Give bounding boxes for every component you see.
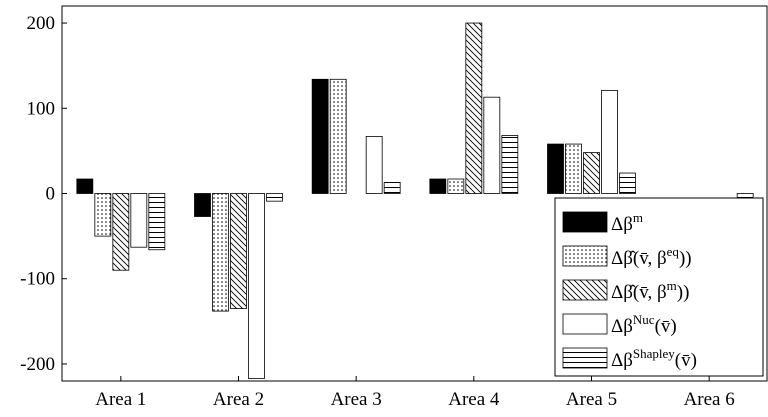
- bar-hlines-3: [383, 182, 401, 194]
- x-tick-label: Area 6: [684, 389, 735, 410]
- legend-label-hlines: ΔβShapley(v̄): [611, 346, 697, 371]
- legend-label-solid: Δβm: [611, 210, 643, 235]
- axes: Area 1 Area 2 Area 3 Area 4 Area 5 Area 6 -200…: [20, 13, 735, 410]
- legend-label-sup: m: [633, 210, 643, 225]
- bar-solid-1: [76, 178, 94, 194]
- legend-swatch-hlines: [562, 347, 608, 369]
- legend-label-main: Δβ̂(v̄, β: [611, 248, 667, 269]
- bar-hlines-5: [619, 172, 636, 194]
- legend-label-tail: (v̄): [655, 316, 677, 337]
- bar-empty-4: [483, 96, 501, 194]
- y-tick-label: 0: [46, 184, 56, 205]
- bar-dots-2: [212, 193, 229, 312]
- y-tick-label: 200: [27, 13, 56, 34]
- bars: [76, 22, 754, 379]
- y-tick-label: -200: [20, 354, 55, 375]
- bar-empty-3: [365, 135, 383, 194]
- legend-label-main: Δβ: [611, 214, 633, 235]
- bar-dots-5: [565, 143, 582, 194]
- legend-label-main: Δβ: [611, 316, 633, 337]
- bar-diag-2: [230, 193, 247, 309]
- bar-empty-1: [130, 193, 148, 248]
- x-tick-label: Area 3: [331, 389, 382, 410]
- legend-label-sup: m: [667, 278, 677, 293]
- bar-dots-4: [447, 178, 465, 194]
- legend-label-diag: Δβ̂(v̄, βm)): [611, 278, 689, 303]
- bar-solid-2: [194, 193, 211, 217]
- legend-label-sup: Nuc: [633, 312, 655, 327]
- legend-label-main: Δβ: [611, 350, 633, 371]
- bar-empty-2: [248, 193, 265, 379]
- legend-swatch-empty: [562, 313, 608, 335]
- bar-solid-4: [429, 178, 447, 194]
- legend-label-dots: Δβ̂(v̄, βeq)): [611, 244, 692, 269]
- bar-diag-1: [112, 193, 130, 271]
- bar-diag-4: [465, 22, 483, 194]
- legend-swatch-dots: [562, 245, 608, 267]
- x-tick-label: Area 1: [95, 389, 146, 410]
- bar-empty-5: [601, 89, 618, 194]
- x-tick-label: Area 5: [566, 389, 617, 410]
- bar-solid-3: [311, 78, 329, 194]
- legend-label-sup: Shapley: [633, 346, 675, 361]
- x-tick-label: Area 4: [448, 389, 500, 410]
- legend-label-empty: ΔβNuc(v̄): [611, 312, 677, 337]
- bar-hlines-4: [501, 135, 519, 194]
- bar-dots-1: [94, 193, 112, 237]
- legend-swatch-diag: [562, 279, 608, 301]
- y-tick-label: 100: [27, 98, 56, 119]
- legend-swatch-solid: [562, 211, 608, 233]
- bar-dots-3: [329, 78, 347, 194]
- bar-hlines-2: [266, 193, 283, 202]
- legend-label-tail: (v̄): [675, 350, 697, 371]
- bar-solid-5: [547, 143, 564, 194]
- y-tick-label: -100: [20, 269, 55, 290]
- legend-label-sup: eq: [667, 244, 680, 259]
- legend-label-tail: )): [679, 248, 692, 269]
- bar-diag-5: [583, 152, 600, 194]
- legend-label-main: Δβ̂(v̄, β: [611, 282, 667, 303]
- legend-label-tail: )): [677, 282, 690, 303]
- x-tick-label: Area 2: [213, 389, 264, 410]
- bar-hlines-1: [148, 193, 166, 251]
